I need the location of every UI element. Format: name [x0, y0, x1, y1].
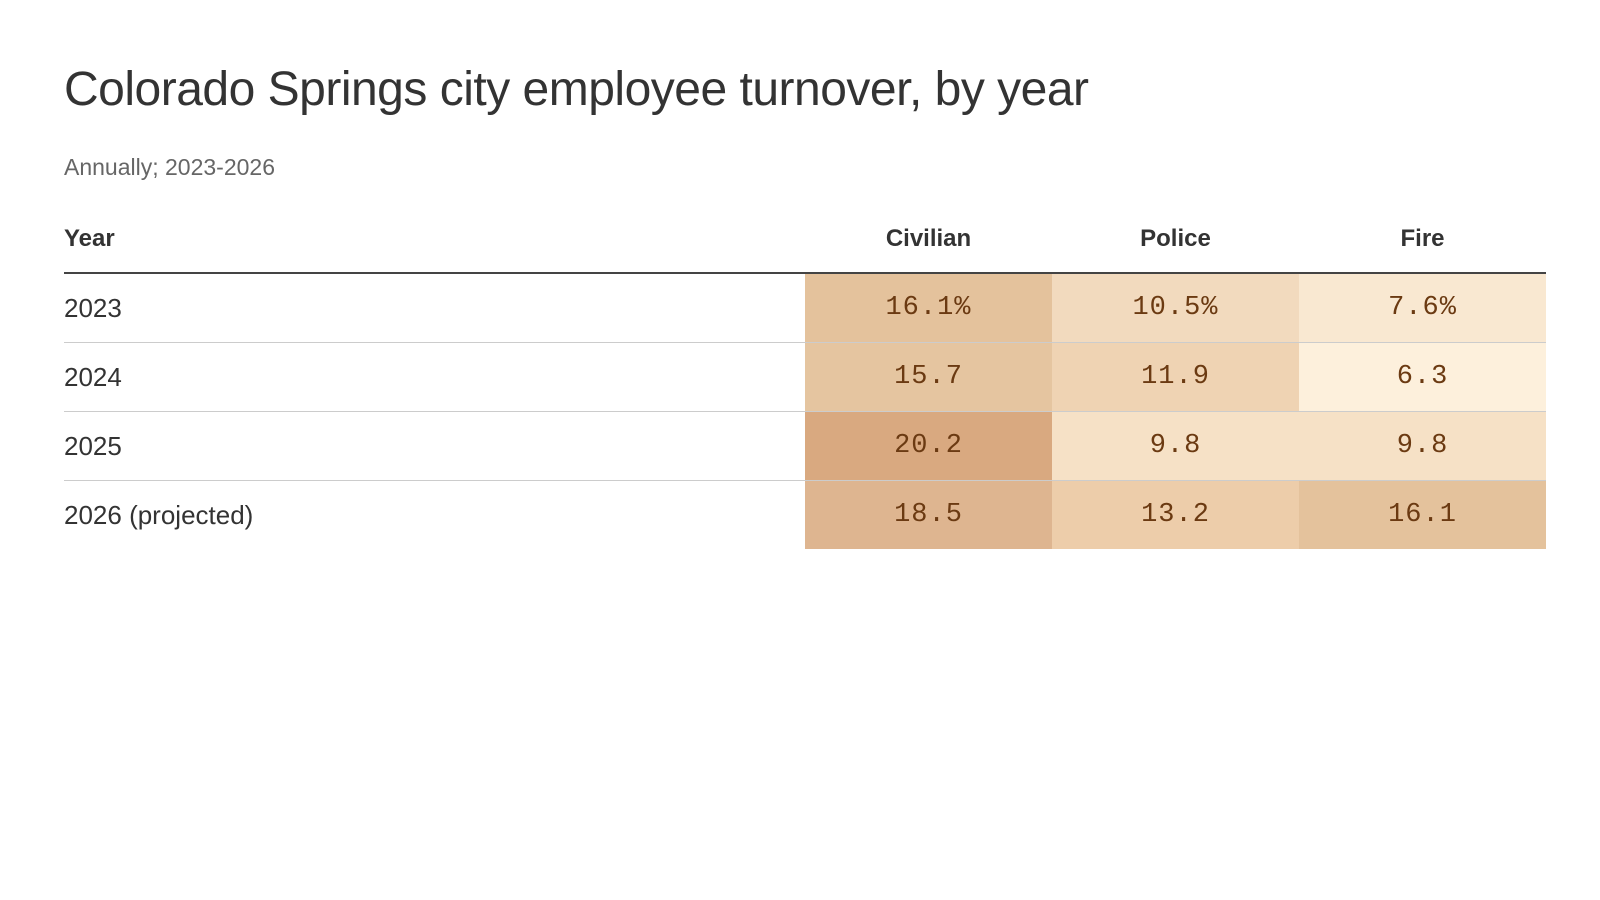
turnover-table-container: Year Civilian Police Fire 2023 16.1% 10.5%…	[64, 206, 1546, 549]
table-body: 2023 16.1% 10.5% 7.6% 2024 15.7 11.9 6.3 2025 20.…	[64, 273, 1546, 549]
table-row: 2026 (projected) 18.5 13.2 16.1	[64, 480, 1546, 549]
chart-subtitle: Annually; 2023-2026	[64, 154, 275, 180]
chart-title: Colorado Springs city employee turnover,…	[64, 63, 1089, 116]
cell-civilian-value: 20.2	[805, 411, 1052, 481]
row-year-label: 2026 (projected)	[64, 499, 254, 530]
row-year-label: 2025	[64, 411, 805, 481]
row-year-label: 2023	[64, 273, 805, 343]
table-row: 2023 16.1% 10.5% 7.6%	[64, 273, 1546, 343]
column-header-fire: Fire	[1299, 206, 1546, 274]
cell-police-value: 11.9	[1052, 342, 1299, 412]
cell-fire-value: 7.6%	[1299, 273, 1546, 343]
table-row: 2024 15.7 11.9 6.3	[64, 342, 1546, 412]
cell-fire-value: 9.8	[1299, 411, 1546, 481]
column-header-civilian: Civilian	[805, 206, 1052, 274]
header-row: Year Civilian Police Fire	[64, 206, 1546, 274]
row-year-label: 2024	[64, 342, 805, 412]
column-header-year: Year	[64, 206, 805, 274]
cell-police-value: 10.5%	[1052, 273, 1299, 343]
table-row: 2025 20.2 9.8 9.8	[64, 411, 1546, 481]
cell-civilian-value: 15.7	[805, 342, 1052, 412]
cell-fire-value: 16.1	[1299, 480, 1546, 549]
cell-civilian-value: 18.5	[805, 480, 1052, 549]
cell-civilian-value: 16.1%	[805, 273, 1052, 343]
column-header-police: Police	[1052, 206, 1299, 274]
cell-police-value: 9.8	[1052, 411, 1299, 481]
cell-police-value: 13.2	[1052, 480, 1299, 549]
turnover-table: Year Civilian Police Fire 2023 16.1% 10.5%…	[64, 206, 1546, 549]
cell-fire-value: 6.3	[1299, 342, 1546, 412]
